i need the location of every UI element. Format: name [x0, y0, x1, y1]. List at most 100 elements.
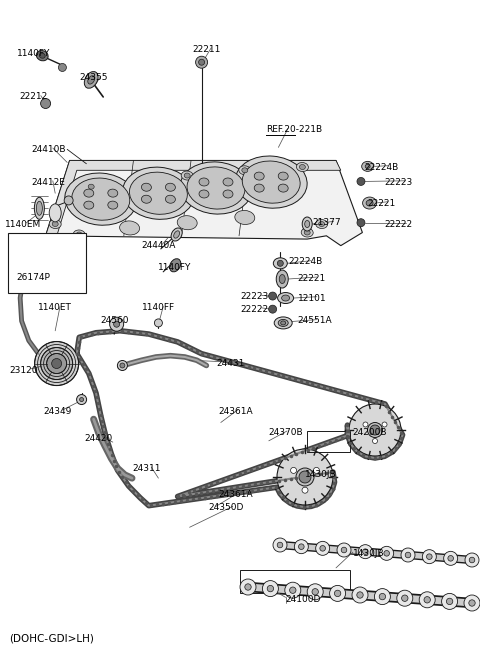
Circle shape	[362, 549, 368, 555]
Ellipse shape	[73, 230, 85, 239]
Circle shape	[363, 422, 368, 427]
Circle shape	[446, 598, 453, 605]
Circle shape	[267, 586, 274, 592]
Circle shape	[330, 586, 346, 601]
Ellipse shape	[365, 164, 370, 168]
Text: 22212: 22212	[19, 92, 48, 102]
Circle shape	[380, 546, 394, 560]
Text: 24355: 24355	[79, 73, 108, 82]
Text: 12101: 12101	[298, 293, 326, 303]
Circle shape	[299, 544, 304, 550]
Ellipse shape	[122, 167, 194, 219]
Circle shape	[118, 360, 127, 371]
Ellipse shape	[49, 204, 61, 222]
Circle shape	[465, 553, 479, 567]
Ellipse shape	[301, 228, 313, 237]
Text: 1140FY: 1140FY	[158, 263, 192, 272]
Ellipse shape	[108, 189, 118, 197]
Ellipse shape	[36, 50, 48, 61]
Circle shape	[120, 363, 125, 368]
Text: 22211: 22211	[192, 45, 220, 54]
Circle shape	[405, 552, 411, 558]
Ellipse shape	[174, 231, 180, 238]
Circle shape	[263, 580, 278, 597]
Ellipse shape	[180, 162, 252, 214]
Circle shape	[469, 557, 475, 563]
Circle shape	[357, 178, 365, 185]
Circle shape	[307, 584, 323, 600]
Text: 26174P: 26174P	[17, 272, 51, 282]
Circle shape	[397, 590, 413, 606]
Ellipse shape	[239, 166, 251, 175]
Ellipse shape	[169, 259, 181, 272]
Circle shape	[349, 404, 401, 456]
Ellipse shape	[279, 274, 285, 284]
Text: 24431: 24431	[216, 359, 244, 368]
Ellipse shape	[52, 221, 58, 227]
Text: 23120: 23120	[10, 365, 38, 375]
Circle shape	[273, 538, 287, 552]
Ellipse shape	[166, 195, 175, 203]
Text: 22223: 22223	[240, 292, 268, 301]
Circle shape	[299, 471, 311, 483]
Text: (DOHC-GDI>LH): (DOHC-GDI>LH)	[10, 633, 95, 644]
Ellipse shape	[35, 197, 44, 219]
Circle shape	[59, 64, 66, 71]
Ellipse shape	[88, 184, 94, 189]
Circle shape	[464, 595, 480, 611]
Ellipse shape	[36, 201, 42, 215]
Circle shape	[313, 468, 319, 474]
Ellipse shape	[108, 201, 118, 209]
Text: 22222: 22222	[240, 305, 268, 314]
Ellipse shape	[277, 293, 294, 303]
Circle shape	[80, 398, 84, 402]
Ellipse shape	[84, 71, 98, 88]
Circle shape	[448, 555, 454, 561]
Polygon shape	[46, 160, 341, 241]
Text: 24350D: 24350D	[209, 503, 244, 512]
Ellipse shape	[304, 230, 310, 235]
Circle shape	[424, 597, 431, 603]
Ellipse shape	[305, 221, 310, 227]
Ellipse shape	[362, 197, 377, 209]
Circle shape	[359, 545, 372, 559]
Circle shape	[401, 548, 415, 562]
Ellipse shape	[84, 189, 94, 197]
Text: 24560: 24560	[101, 316, 129, 326]
Circle shape	[372, 438, 377, 443]
Circle shape	[357, 592, 363, 598]
Ellipse shape	[171, 228, 182, 241]
Text: 22222: 22222	[384, 219, 412, 229]
Circle shape	[370, 425, 380, 435]
Text: 24370B: 24370B	[269, 428, 303, 437]
Polygon shape	[46, 160, 362, 246]
Circle shape	[277, 449, 333, 505]
Text: 1140ET: 1140ET	[38, 303, 72, 312]
Circle shape	[285, 582, 301, 598]
Circle shape	[52, 358, 61, 369]
Circle shape	[240, 579, 256, 595]
Text: 22221: 22221	[367, 198, 396, 208]
Text: 1140FF: 1140FF	[142, 303, 175, 312]
Text: 22223: 22223	[384, 178, 412, 187]
Circle shape	[384, 551, 389, 556]
Ellipse shape	[278, 320, 288, 326]
Ellipse shape	[254, 172, 264, 180]
Ellipse shape	[184, 173, 190, 178]
Ellipse shape	[302, 217, 312, 231]
Circle shape	[368, 422, 383, 438]
Text: 24361A: 24361A	[218, 490, 253, 499]
Ellipse shape	[76, 232, 82, 237]
Ellipse shape	[362, 161, 373, 172]
Circle shape	[35, 341, 79, 386]
Circle shape	[269, 292, 276, 300]
Circle shape	[289, 587, 296, 593]
Ellipse shape	[276, 270, 288, 288]
Ellipse shape	[65, 173, 137, 225]
Text: 24412E: 24412E	[31, 178, 65, 187]
Ellipse shape	[72, 178, 130, 220]
Circle shape	[155, 319, 162, 327]
Circle shape	[316, 541, 330, 555]
Circle shape	[245, 584, 251, 590]
Circle shape	[402, 595, 408, 601]
